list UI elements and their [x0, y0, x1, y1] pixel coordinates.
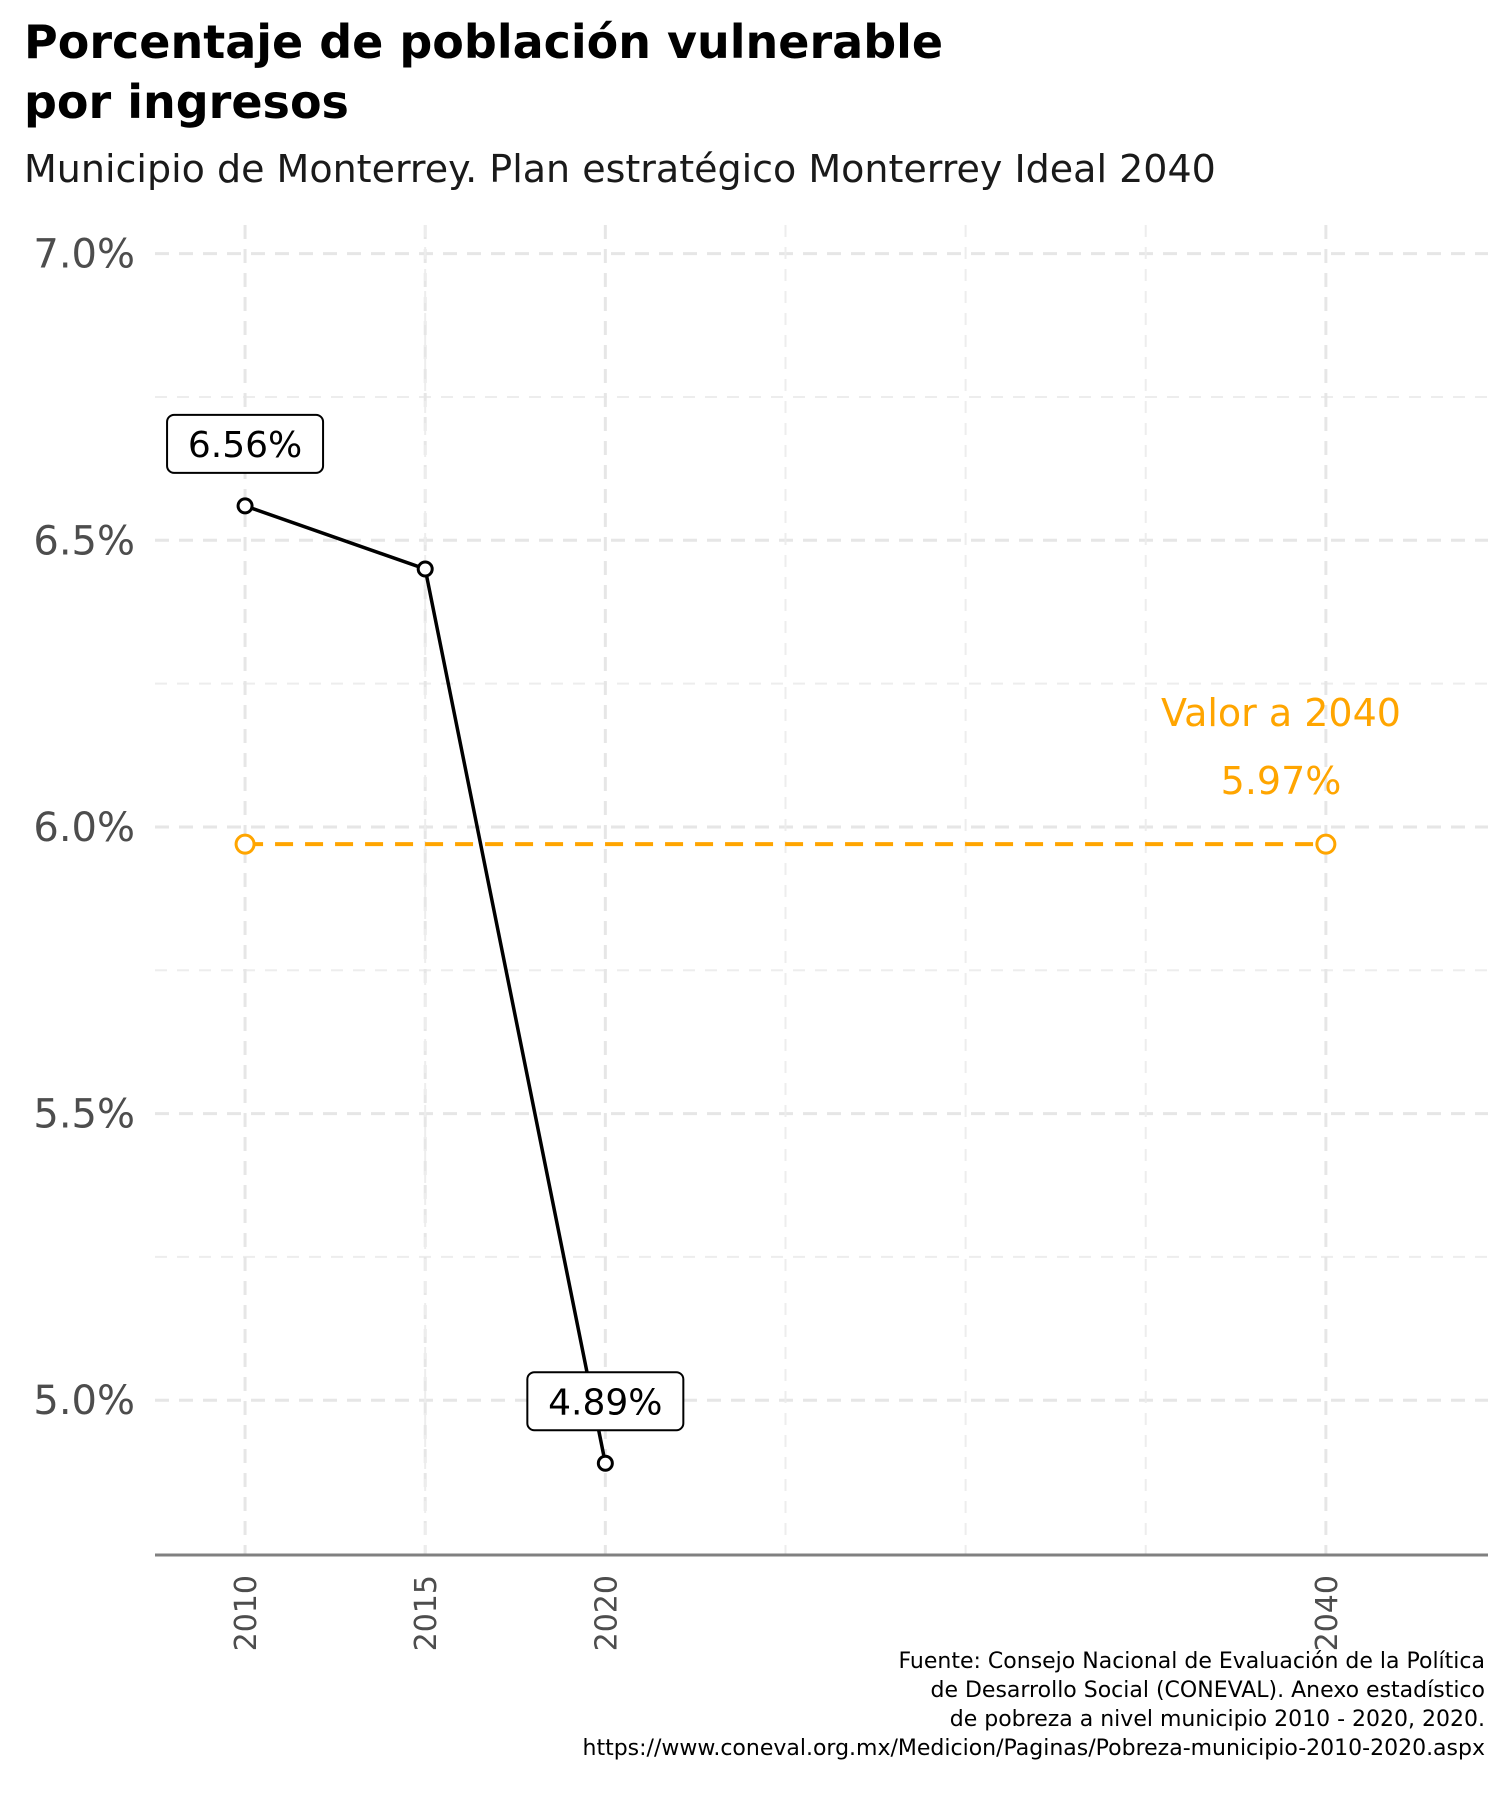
target-point [1315, 833, 1337, 855]
data-label: 6.56% [188, 425, 302, 466]
chart-title-line-1: Porcentaje de población vulnerable [24, 15, 943, 69]
data-series [236, 497, 614, 1472]
x-tick-label: 2015 [409, 1575, 444, 1651]
x-tick-label: 2020 [589, 1575, 624, 1651]
data-label-box [526, 1371, 685, 1432]
data-label: 4.89% [548, 1382, 662, 1423]
caption-line-2: de Desarrollo Social (CONEVAL). Anexo es… [930, 1678, 1485, 1703]
y-axis-ticks: 5.0% 5.5% 6.0% 6.5% 7.0% [33, 232, 135, 1425]
caption-line-1: Fuente: Consejo Nacional de Evaluación d… [898, 1649, 1485, 1674]
x-axis-ticks: 2010 2015 2020 2040 [229, 1575, 1345, 1651]
y-tick-label: 6.5% [33, 518, 135, 564]
target-annotation-value: 5.97% [1221, 759, 1342, 803]
caption-line-3: de pobreza a nivel municipio 2010 - 2020… [950, 1707, 1485, 1732]
grid-lines [155, 225, 1488, 1555]
chart-subtitle: Municipio de Monterrey. Plan estratégico… [24, 147, 1216, 191]
y-tick-label: 7.0% [33, 232, 135, 278]
y-tick-label: 5.0% [33, 1378, 135, 1424]
x-tick-label: 2040 [1310, 1575, 1345, 1651]
data-point [236, 497, 254, 515]
data-labels: 6.56% 4.89% [166, 413, 685, 1432]
data-label-box [166, 413, 325, 474]
target-series [234, 833, 1337, 855]
chart-title-line-2: por ingresos [24, 75, 349, 129]
data-point [416, 560, 434, 578]
y-tick-label: 5.5% [33, 1092, 135, 1138]
source-caption: Fuente: Consejo Nacional de Evaluación d… [583, 1649, 1485, 1761]
y-tick-label: 6.0% [33, 805, 135, 851]
target-annotation-label: Valor a 2040 [1161, 691, 1401, 735]
target-point [234, 833, 256, 855]
x-tick-label: 2010 [229, 1575, 264, 1651]
data-point [596, 1454, 614, 1472]
caption-line-4: https://www.coneval.org.mx/Medicion/Pagi… [583, 1736, 1485, 1761]
